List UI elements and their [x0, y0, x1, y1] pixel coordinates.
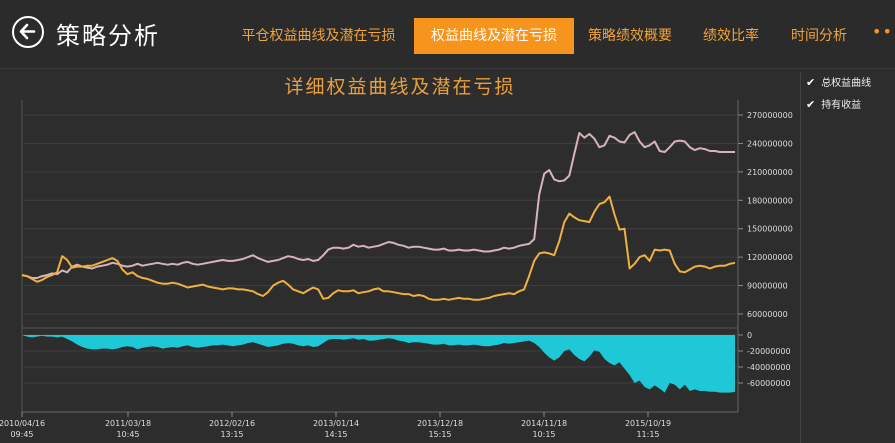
- checkmark-icon: ✔: [806, 98, 816, 111]
- y-tick-label: -20000000: [747, 347, 791, 356]
- more-icon[interactable]: •••: [872, 22, 895, 41]
- y-tick-label: -40000000: [747, 363, 791, 372]
- y-tick-label: -60000000: [747, 379, 791, 388]
- tab-closed-equity-drawdown[interactable]: 平仓权益曲线及潜在亏损: [241, 28, 396, 44]
- legend-label-equity: 总权益曲线: [821, 78, 872, 89]
- y-tick-label: 210000000: [747, 168, 793, 177]
- x-tick-label: 11:15: [636, 430, 659, 439]
- tab-time-analysis[interactable]: 时间分析: [791, 28, 847, 44]
- x-tick-label: 2014/11/18: [521, 419, 567, 428]
- y-tick-label: 120000000: [747, 253, 793, 262]
- drawdown-area: [22, 335, 735, 393]
- arrow-left-icon: [19, 23, 36, 40]
- y-tick-label: 90000000: [747, 282, 788, 291]
- tab-equity-drawdown[interactable]: 权益曲线及潜在亏损: [414, 18, 574, 54]
- legend: ✔ 总权益曲线 ✔ 持有收益: [804, 72, 895, 116]
- holding-series-line: [21, 195, 736, 301]
- x-tick-label: 2013/12/18: [417, 419, 463, 428]
- back-button[interactable]: [12, 16, 44, 48]
- x-tick-label: 10:15: [532, 430, 555, 439]
- header-bar: 策略分析 平仓权益曲线及潜在亏损 权益曲线及潜在亏损 策略绩效概要 绩效比率 时…: [0, 0, 895, 68]
- legend-label-holding: 持有收益: [821, 100, 862, 111]
- legend-item-equity[interactable]: ✔ 总权益曲线: [804, 72, 895, 94]
- x-tick-label: 10:45: [116, 430, 139, 439]
- legend-divider: [800, 72, 801, 443]
- x-tick-label: 14:15: [324, 430, 347, 439]
- header-divider: [0, 68, 895, 69]
- x-tick-label: 2010/04/16: [0, 419, 45, 428]
- x-tick-label: 15:15: [428, 430, 451, 439]
- chart-title: 详细权益曲线及潜在亏损: [284, 76, 516, 98]
- equity-series-line: [21, 131, 735, 279]
- x-tick-label: 2011/03/18: [105, 419, 151, 428]
- x-tick-label: 13:15: [220, 430, 243, 439]
- page-title: 策略分析: [56, 22, 160, 50]
- y-tick-label: 60000000: [747, 310, 788, 319]
- x-tick-label: 2013/01/14: [313, 419, 359, 428]
- tab-performance-summary[interactable]: 策略绩效概要: [588, 28, 672, 44]
- y-tick-label: 240000000: [747, 139, 793, 148]
- y-tick-label: 270000000: [747, 111, 793, 120]
- x-tick-label: 2015/10/19: [625, 419, 671, 428]
- legend-item-holding[interactable]: ✔ 持有收益: [804, 94, 895, 116]
- y-tick-label: 150000000: [747, 225, 793, 234]
- y-tick-label: 180000000: [747, 196, 793, 205]
- x-tick-label: 09:45: [10, 430, 33, 439]
- checkmark-icon: ✔: [806, 76, 816, 89]
- x-tick-label: 2012/02/16: [209, 419, 255, 428]
- tab-performance-ratios[interactable]: 绩效比率: [703, 28, 759, 44]
- y-tick-label: 0: [747, 331, 752, 340]
